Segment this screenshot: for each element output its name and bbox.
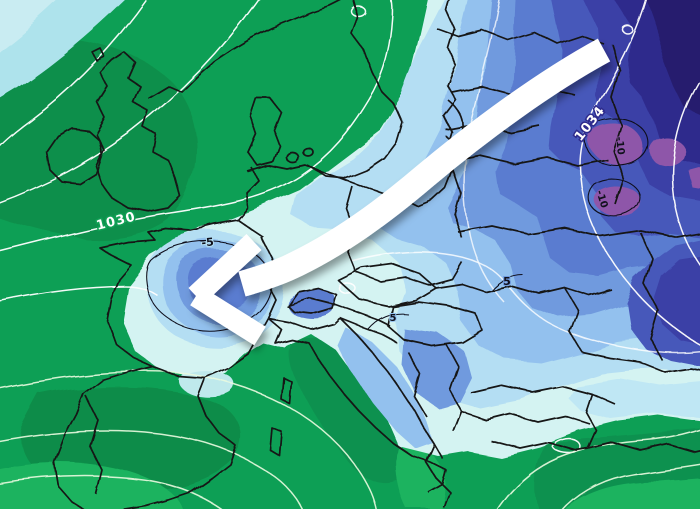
- border-poland-east: [451, 167, 463, 239]
- border-france-belgium: [237, 219, 265, 239]
- temp-label-russia-upper: -10: [613, 136, 626, 155]
- isobar-nw-1: [0, 0, 147, 147]
- border-italy-north: [267, 317, 341, 331]
- arrow-barb-lower: [190, 286, 266, 346]
- border-romania-ukraine: [485, 285, 613, 297]
- green-patch-turkey-south: [565, 478, 700, 509]
- border-baltic-south-coast: [247, 0, 457, 207]
- isobar-balkan: [351, 251, 700, 354]
- border-ukraine-coast: [581, 351, 700, 373]
- border-sardinia: [269, 427, 283, 457]
- isobar-1030-line: [0, 0, 394, 252]
- country-borders: [46, 0, 700, 509]
- border-bosnia: [407, 351, 427, 417]
- purple-patch-3: [592, 184, 640, 215]
- temp-label-pannonia: 5: [390, 313, 397, 324]
- black-sea: [568, 378, 700, 420]
- pyrenees-cyan-patch: [178, 369, 234, 396]
- border-russia-west: [611, 43, 625, 206]
- isobar-turkey-2: [563, 463, 700, 509]
- border-poland-south: [355, 261, 463, 286]
- temp-label-france: -5: [201, 235, 215, 249]
- isobar-baltic: [463, 0, 505, 303]
- temp-label-carpathia: 5: [503, 275, 511, 288]
- border-sweden-east: [307, 0, 403, 179]
- border-belarus-ukraine: [457, 225, 700, 239]
- border-lithuania-belarus: [447, 155, 609, 167]
- purple-patch-2: [650, 138, 686, 167]
- border-danube: [469, 384, 616, 405]
- arrow-shaft: [238, 38, 611, 297]
- arrow-barb-upper: [188, 234, 262, 304]
- green-patch-spain-south: [0, 462, 184, 509]
- border-ireland: [46, 127, 103, 185]
- border-switzerland: [287, 287, 337, 315]
- border-blacksea-west: [585, 393, 597, 449]
- border-gulf-finland: [435, 27, 605, 45]
- border-turkey-coast: [587, 441, 700, 453]
- balkan-mid-blue: [402, 330, 472, 408]
- border-denmark: [247, 97, 282, 167]
- border-moldova: [564, 287, 583, 353]
- temp-contour-russia-1: [584, 118, 649, 167]
- purple-patch-4: [690, 169, 700, 190]
- border-scotland-isles: [91, 47, 105, 61]
- border-scandinavia-coast: [147, 0, 344, 99]
- adriatic-light-blue: [340, 330, 432, 448]
- border-iberia-east: [122, 377, 237, 509]
- isobar-loop-estonia: [622, 25, 634, 35]
- border-croatia: [339, 317, 399, 345]
- temp-contour-pannonia: [367, 313, 409, 331]
- border-zealand: [286, 152, 300, 164]
- border-great-britain: [95, 51, 181, 213]
- border-ukraine-russia: [639, 231, 663, 361]
- isobar-spain-1: [0, 370, 378, 509]
- border-serbia: [445, 343, 463, 433]
- isobar-spain-3: [0, 475, 223, 509]
- isobar-nw-2: [0, 0, 259, 204]
- isobar-lines-spain: [0, 370, 700, 509]
- border-france-coast: [99, 219, 239, 367]
- border-italy-west: [267, 317, 447, 493]
- border-slovakia: [435, 283, 487, 293]
- sea-cyan-corner: [0, 0, 60, 51]
- border-hungary: [387, 301, 483, 347]
- border-iberia-west: [53, 365, 153, 509]
- border-corsica: [281, 377, 293, 405]
- border-portugal: [85, 395, 103, 495]
- border-greece: [425, 443, 451, 509]
- border-benelux-coast: [237, 167, 259, 221]
- isobar-loop-austria: [338, 282, 356, 294]
- border-greece-bulgaria: [489, 439, 589, 451]
- border-macedonia: [461, 411, 591, 425]
- isobar-1034-line: [579, 0, 700, 346]
- cold-band-darkest: [645, 0, 700, 115]
- isobar-east-edge: [671, 79, 700, 267]
- isobar-lines: [0, 0, 700, 454]
- border-austria-south: [285, 297, 391, 327]
- green-patch-italy: [290, 338, 416, 485]
- temp-contour-france: [145, 240, 273, 332]
- cold-airflow-arrow: [188, 38, 611, 346]
- isobar-spain-2: [0, 429, 304, 509]
- green-patch-greece: [397, 443, 447, 509]
- temp-contour-russia-2: [587, 178, 641, 218]
- border-france-med: [151, 317, 269, 379]
- border-funen: [302, 147, 314, 157]
- border-adriatic-coast: [339, 317, 443, 459]
